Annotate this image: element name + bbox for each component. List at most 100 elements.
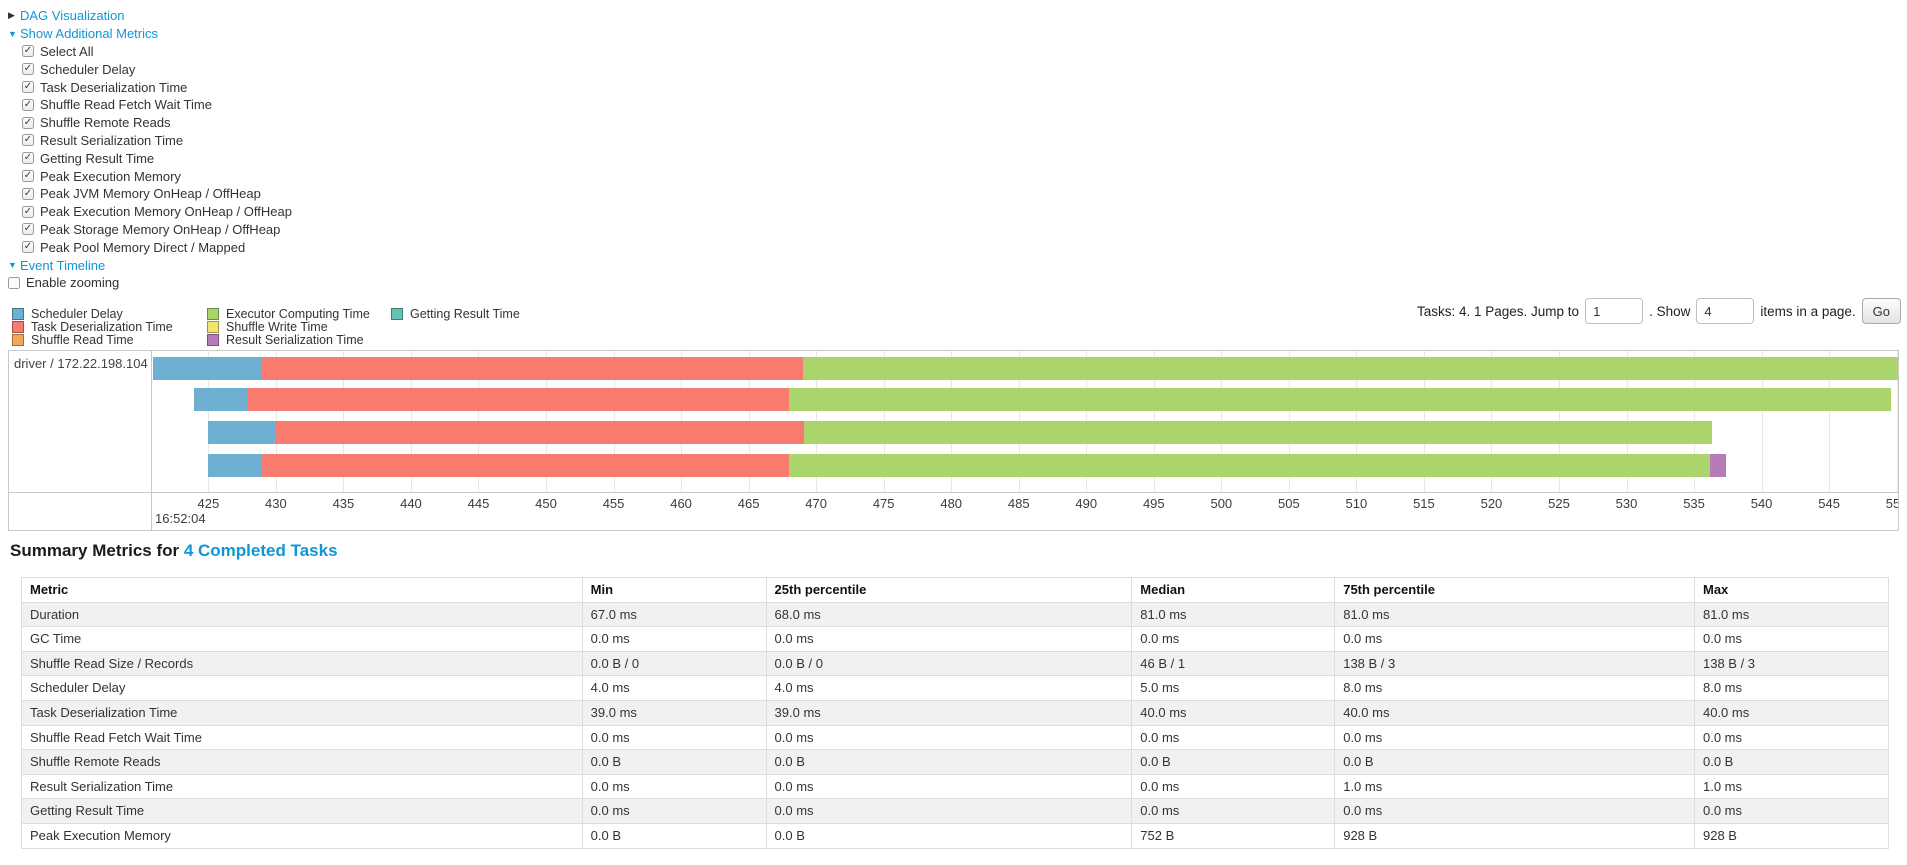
table-row-getting-result-time: Getting Result Time 0.0 ms 0.0 ms 0.0 ms 0.0… — [21, 798, 1890, 824]
metric-checkbox-peak-jvm-memory-onheap-offheap[interactable]: ✓ — [22, 187, 34, 200]
legend-item-executor-computing-time: Executor Computing Time — [207, 307, 370, 321]
page-size-input[interactable] — [1696, 298, 1755, 324]
dag-visualization-link[interactable]: DAG Visualization — [20, 8, 125, 24]
axis-separator — [9, 492, 1898, 493]
metric-checkbox-peak-pool-memory-direct-mapped[interactable]: ✓ — [22, 241, 34, 254]
metric-checkbox-select-all[interactable]: ✓ — [22, 45, 34, 58]
metric-value-cell: 39.0 ms — [581, 699, 767, 726]
stage-page-controls: ▶ DAG Visualization ▼ Show Additional Me… — [8, 7, 292, 292]
axis-tick-label: 455 — [602, 496, 625, 511]
axis-tick-label: 540 — [1750, 496, 1773, 511]
legend-label: Shuffle Read Time — [31, 333, 134, 348]
metric-value-cell: 0.0 ms — [581, 626, 767, 652]
metric-value-cell: 0.0 B — [1131, 749, 1336, 775]
metric-value-cell: 0.0 ms — [765, 773, 1133, 800]
legend-item-shuffle-write-time: Shuffle Write Time — [207, 320, 370, 334]
axis-tick-label: 460 — [670, 496, 692, 511]
metric-checkbox-row-peak-execution-memory-onheap-offheap[interactable]: ✓ Peak Execution Memory OnHeap / OffHeap — [8, 203, 292, 221]
column-header-25th-percentile: 25th percentile — [765, 577, 1133, 603]
timeline-plot-area[interactable]: 425 430 435 440 445 450 455 460 465 470 475 480 485 4… — [153, 351, 1898, 530]
legend-swatch-shuffle-read-time — [12, 334, 24, 347]
legend-label: Task Deserialization Time — [31, 320, 173, 335]
task-segment-result-serialization[interactable] — [1710, 454, 1727, 477]
metric-checkbox-row-peak-pool-memory-direct-mapped[interactable]: ✓ Peak Pool Memory Direct / Mapped — [8, 238, 292, 256]
metric-checkbox-row-scheduler-delay[interactable]: ✓ Scheduler Delay — [8, 60, 292, 78]
table-row-shuffle-read-size-records: Shuffle Read Size / Records 0.0 B / 0 0.0 … — [21, 650, 1890, 677]
metric-checkbox-peak-execution-memory-onheap-offheap[interactable]: ✓ — [22, 205, 34, 218]
task-bar[interactable] — [193, 388, 1892, 411]
chevron-right-icon: ▶ — [8, 10, 15, 21]
task-segment-task-deserialization[interactable] — [261, 357, 803, 380]
metric-checkbox-row-shuffle-remote-reads[interactable]: ✓ Shuffle Remote Reads — [8, 114, 292, 132]
legend-column: Executor Computing Time Shuffle Write Tim… — [207, 307, 370, 347]
task-segment-scheduler-delay[interactable] — [193, 388, 248, 411]
metric-checkbox-row-peak-storage-memory-onheap-offheap[interactable]: ✓ Peak Storage Memory OnHeap / OffHeap — [8, 221, 292, 239]
metric-checkbox-scheduler-delay[interactable]: ✓ — [22, 63, 34, 76]
metric-checkbox-label: Getting Result Time — [40, 150, 155, 166]
axis-tick-label: 475 — [872, 496, 895, 511]
metric-value-cell: 752 B — [1131, 822, 1336, 849]
task-segment-executor-computing[interactable] — [803, 421, 1712, 444]
metric-checkbox-row-task-deserialization-time[interactable]: ✓ Task Deserialization Time — [8, 78, 292, 96]
axis-tick-label: 435 — [332, 496, 355, 511]
legend-item-getting-result-time: Getting Result Time — [391, 306, 520, 321]
task-segment-executor-computing[interactable] — [789, 388, 1892, 411]
task-segment-task-deserialization[interactable] — [261, 454, 790, 477]
go-button[interactable]: Go — [1861, 298, 1901, 324]
metric-checkbox-getting-result-time[interactable]: ✓ — [22, 152, 34, 165]
metric-value-cell: 0.0 B / 0 — [765, 650, 1133, 677]
event-timeline-link[interactable]: Event Timeline — [20, 257, 106, 273]
axis-gridline — [1896, 351, 1898, 492]
axis-time-label: 16:52:04 — [155, 511, 206, 526]
metric-value-cell: 0.0 ms — [581, 773, 767, 800]
metric-name-cell: Peak Execution Memory — [21, 822, 583, 849]
executor-group-label: driver / 172.22.198.104 — [9, 351, 152, 530]
metric-value-cell: 40.0 ms — [1131, 699, 1336, 726]
event-timeline-toggle[interactable]: ▼ Event Timeline — [8, 256, 292, 274]
metric-value-cell: 1.0 ms — [1334, 773, 1695, 800]
metric-checkbox-peak-execution-memory[interactable]: ✓ — [22, 170, 34, 183]
jump-to-page-input[interactable] — [1585, 298, 1644, 324]
metric-value-cell: 81.0 ms — [1693, 601, 1890, 628]
enable-zooming-checkbox[interactable]: ✓ — [8, 276, 20, 289]
legend-label: Getting Result Time — [410, 306, 520, 321]
metric-checkbox-row-peak-execution-memory[interactable]: ✓ Peak Execution Memory — [8, 167, 292, 185]
task-bar[interactable] — [153, 357, 1898, 380]
metric-checkbox-label: Shuffle Read Fetch Wait Time — [40, 97, 212, 113]
completed-tasks-link[interactable]: 4 Completed Tasks — [183, 541, 338, 560]
task-segment-executor-computing[interactable] — [802, 357, 1898, 380]
metric-checkbox-row-result-serialization-time[interactable]: ✓ Result Serialization Time — [8, 132, 292, 150]
metric-checkbox-shuffle-remote-reads[interactable]: ✓ — [22, 116, 34, 129]
table-row-shuffle-remote-reads: Shuffle Remote Reads 0.0 B 0.0 B 0.0 B 0.0 B… — [21, 749, 1890, 775]
metric-checkbox-row-select-all[interactable]: ✓ Select All — [8, 43, 292, 61]
task-segment-scheduler-delay[interactable] — [153, 357, 262, 380]
pagination-prefix: Tasks: 4. 1 Pages. Jump to — [1416, 303, 1580, 319]
task-segment-task-deserialization[interactable] — [274, 421, 804, 444]
legend-item-shuffle-read-time: Shuffle Read Time — [12, 333, 173, 348]
metric-checkbox-task-deserialization-time[interactable]: ✓ — [22, 81, 34, 94]
metric-checkbox-row-getting-result-time[interactable]: ✓ Getting Result Time — [8, 149, 292, 167]
metric-checkbox-row-shuffle-read-fetch-wait-time[interactable]: ✓ Shuffle Read Fetch Wait Time — [8, 96, 292, 114]
axis-tick-label: 500 — [1210, 496, 1233, 511]
metric-checkbox-shuffle-read-fetch-wait-time[interactable]: ✓ — [22, 98, 34, 111]
enable-zooming-row[interactable]: ✓ Enable zooming — [8, 274, 292, 292]
task-segment-task-deserialization[interactable] — [247, 388, 790, 411]
metric-checkbox-result-serialization-time[interactable]: ✓ — [22, 134, 34, 147]
axis-tick-label: 550 — [1885, 496, 1898, 511]
task-bar[interactable] — [208, 421, 1712, 444]
task-segment-scheduler-delay[interactable] — [208, 454, 262, 477]
task-segment-scheduler-delay[interactable] — [208, 421, 275, 444]
show-additional-metrics-toggle[interactable]: ▼ Show Additional Metrics — [8, 25, 292, 43]
metric-checkbox-peak-storage-memory-onheap-offheap[interactable]: ✓ — [22, 223, 34, 236]
metric-checkbox-label: Shuffle Remote Reads — [40, 115, 171, 131]
metric-name-cell: Result Serialization Time — [21, 773, 583, 800]
metric-checkbox-row-peak-jvm-memory-onheap-offheap[interactable]: ✓ Peak JVM Memory OnHeap / OffHeap — [8, 185, 292, 203]
task-bar[interactable] — [208, 454, 1727, 477]
task-segment-executor-computing[interactable] — [789, 454, 1711, 477]
column-header-min: Min — [581, 577, 767, 603]
summary-metrics-table: Metric Min 25th percentile Median 75th perce… — [21, 577, 1890, 849]
table-header-row: Metric Min 25th percentile Median 75th perce… — [21, 577, 1890, 603]
metric-value-cell: 928 B — [1693, 822, 1890, 849]
dag-visualization-toggle[interactable]: ▶ DAG Visualization — [8, 7, 292, 25]
show-additional-metrics-link[interactable]: Show Additional Metrics — [20, 26, 159, 42]
